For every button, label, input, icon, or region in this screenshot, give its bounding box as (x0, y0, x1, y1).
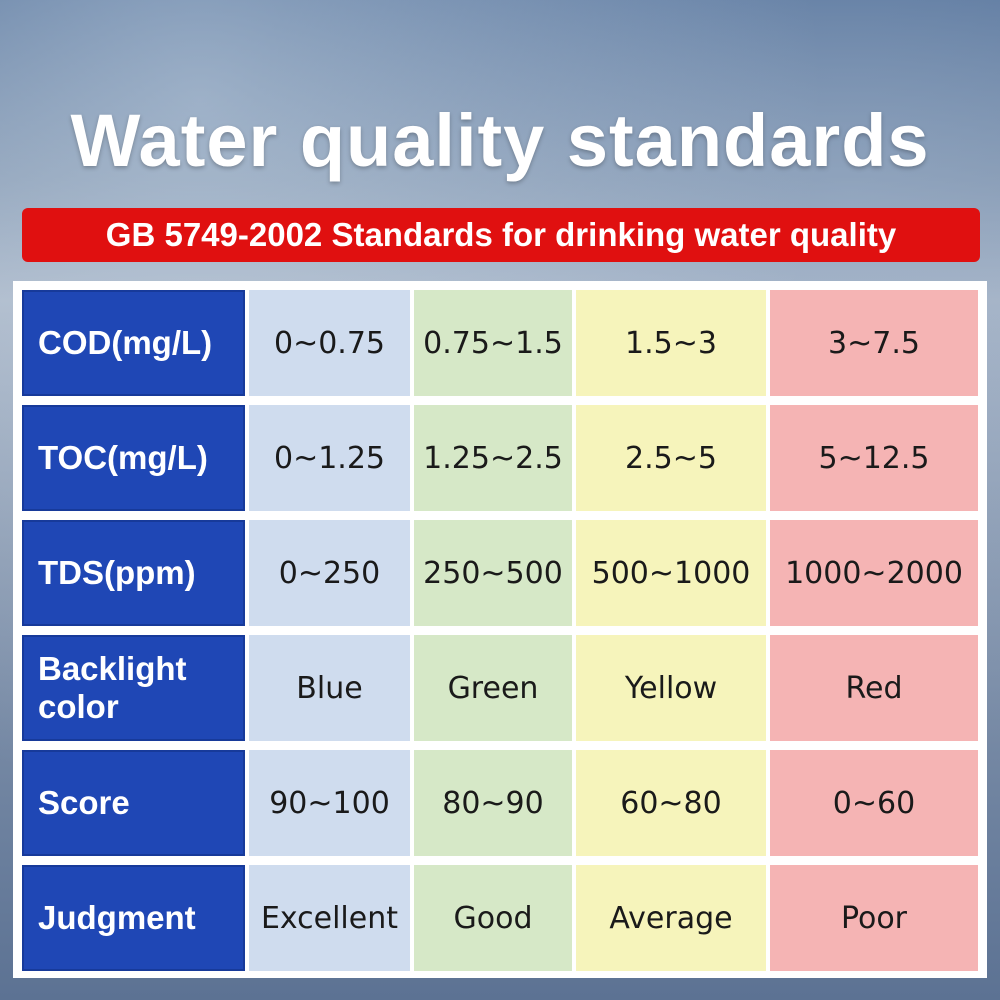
standard-banner: GB 5749-2002 Standards for drinking wate… (22, 208, 980, 262)
cell-score-red: 0~60 (770, 750, 978, 856)
cell-score-blue: 90~100 (249, 750, 410, 856)
cell-toc-red: 5~12.5 (770, 405, 978, 511)
cell-tds-green: 250~500 (414, 520, 572, 626)
cell-cod-green: 0.75~1.5 (414, 290, 572, 396)
cell-tds-red: 1000~2000 (770, 520, 978, 626)
cell-judgment-yellow: Average (576, 865, 766, 971)
cell-judgment-green: Good (414, 865, 572, 971)
cell-toc-green: 1.25~2.5 (414, 405, 572, 511)
row-header-score: Score (22, 750, 245, 856)
row-header-backlight-color: Backlight color (22, 635, 245, 741)
cell-score-green: 80~90 (414, 750, 572, 856)
cell-cod-red: 3~7.5 (770, 290, 978, 396)
cell-backlight-blue: Blue (249, 635, 410, 741)
row-header-judgment: Judgment (22, 865, 245, 971)
cell-cod-blue: 0~0.75 (249, 290, 410, 396)
row-header-tds: TDS(ppm) (22, 520, 245, 626)
row-header-cod: COD(mg/L) (22, 290, 245, 396)
cell-backlight-red: Red (770, 635, 978, 741)
cell-toc-blue: 0~1.25 (249, 405, 410, 511)
row-header-toc: TOC(mg/L) (22, 405, 245, 511)
cell-toc-yellow: 2.5~5 (576, 405, 766, 511)
cell-score-yellow: 60~80 (576, 750, 766, 856)
page-title: Water quality standards (70, 99, 930, 182)
cell-cod-yellow: 1.5~3 (576, 290, 766, 396)
cell-tds-blue: 0~250 (249, 520, 410, 626)
cell-tds-yellow: 500~1000 (576, 520, 766, 626)
standards-table: COD(mg/L) 0~0.75 0.75~1.5 1.5~3 3~7.5 TO… (13, 281, 987, 978)
cell-backlight-yellow: Yellow (576, 635, 766, 741)
cell-backlight-green: Green (414, 635, 572, 741)
cell-judgment-blue: Excellent (249, 865, 410, 971)
cell-judgment-red: Poor (770, 865, 978, 971)
